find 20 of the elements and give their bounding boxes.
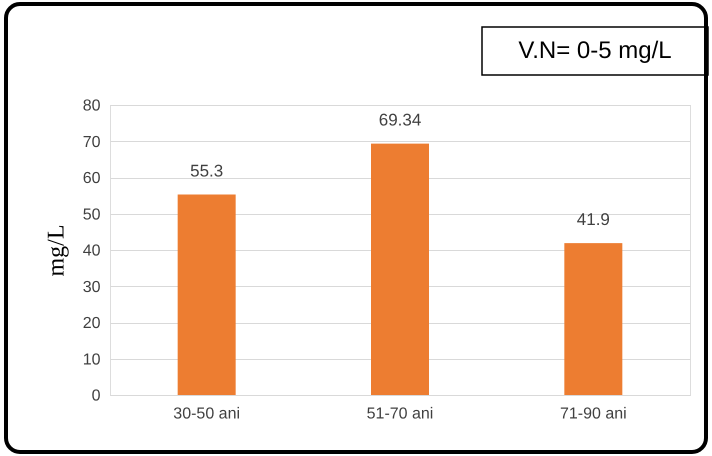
bar — [178, 194, 236, 395]
y-tick-label: 70 — [82, 134, 101, 151]
bar — [371, 144, 429, 395]
x-tick-label: 30-50 ani — [173, 406, 240, 422]
y-tick-label: 0 — [92, 388, 101, 404]
y-tick-label: 10 — [82, 351, 101, 368]
y-tick-label: 30 — [82, 278, 101, 296]
y-axis-title: mg/L — [44, 224, 70, 276]
x-tick-label: 71-90 ani — [560, 406, 627, 422]
y-tick-label: 80 — [82, 98, 101, 114]
y-tick-label: 40 — [82, 242, 101, 260]
data-label: 55.3 — [190, 162, 224, 181]
bar — [564, 243, 622, 395]
data-label: 41.9 — [576, 210, 610, 230]
y-tick-label: 20 — [82, 315, 101, 332]
text: V.N= 0-5 mg/L — [518, 37, 672, 64]
data-label: 69.34 — [378, 110, 422, 130]
y-tick-label: 60 — [82, 170, 101, 187]
x-tick-label: 51-70 ani — [366, 406, 434, 422]
y-tick-label: 50 — [82, 206, 101, 224]
